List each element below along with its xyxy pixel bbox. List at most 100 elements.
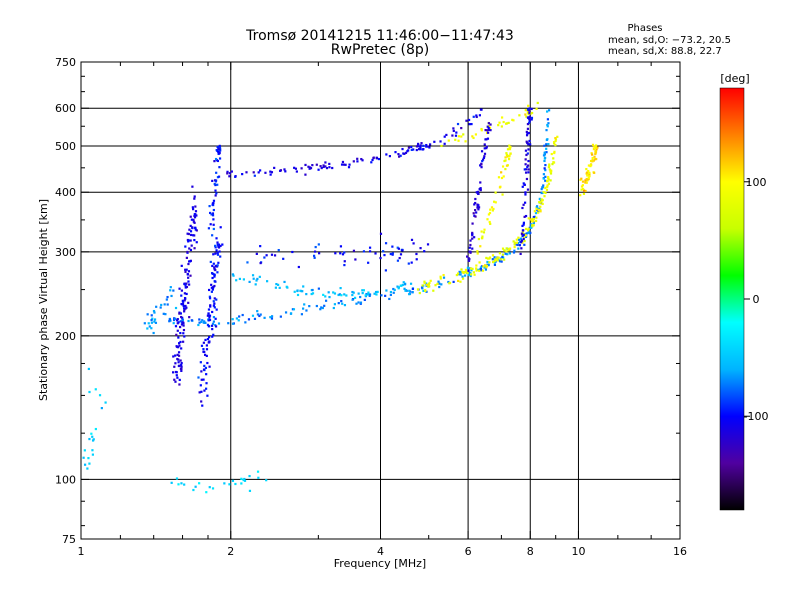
data-point <box>505 247 508 250</box>
data-point <box>408 293 411 296</box>
data-point <box>469 274 472 278</box>
data-point <box>238 277 241 281</box>
data-point <box>504 168 507 171</box>
data-point <box>423 280 426 283</box>
data-point <box>183 335 186 338</box>
data-point <box>214 324 217 327</box>
data-point <box>181 303 185 306</box>
y-axis-label: Stationary phase Virtual Height [km] <box>37 199 50 401</box>
data-point <box>295 170 298 173</box>
data-point <box>207 336 211 339</box>
data-point <box>228 483 231 486</box>
data-point <box>183 483 186 486</box>
data-point <box>434 284 437 287</box>
data-point <box>344 163 347 166</box>
data-point <box>470 273 473 276</box>
data-point <box>471 267 474 270</box>
data-point <box>179 359 182 362</box>
data-point <box>521 185 524 188</box>
data-point <box>543 159 546 163</box>
data-point <box>240 477 243 480</box>
data-point <box>206 337 210 341</box>
data-point <box>442 276 446 279</box>
data-point <box>590 152 593 155</box>
data-point <box>202 341 205 344</box>
data-point <box>283 168 286 171</box>
data-point <box>173 365 176 368</box>
data-point <box>194 210 198 213</box>
data-point <box>592 145 595 148</box>
data-point <box>178 342 181 345</box>
data-point <box>304 173 307 176</box>
data-point <box>394 151 397 154</box>
data-point <box>194 228 197 231</box>
data-point <box>192 488 195 492</box>
data-point <box>242 278 246 281</box>
data-point <box>509 152 512 155</box>
data-point <box>238 315 241 318</box>
data-point <box>293 166 296 169</box>
data-point <box>172 371 175 374</box>
data-point <box>513 243 516 246</box>
data-point <box>528 111 531 115</box>
data-point <box>543 195 546 198</box>
data-point <box>259 313 262 316</box>
data-point <box>418 291 421 295</box>
data-point <box>451 134 454 137</box>
data-point <box>185 306 188 309</box>
data-point <box>541 186 544 189</box>
data-point <box>343 304 347 307</box>
data-point <box>190 218 193 221</box>
data-point <box>257 171 260 174</box>
data-point <box>403 283 407 286</box>
data-point <box>357 292 360 295</box>
data-point <box>208 340 211 343</box>
data-point <box>213 275 216 278</box>
data-point <box>213 160 216 163</box>
data-point <box>352 291 355 294</box>
data-point <box>554 143 557 147</box>
data-point <box>183 282 186 286</box>
data-point <box>177 336 180 339</box>
data-point <box>343 263 346 267</box>
data-point <box>404 289 407 292</box>
data-point <box>407 146 411 149</box>
data-point <box>83 449 86 452</box>
data-point <box>588 171 591 175</box>
data-point <box>361 159 364 162</box>
data-point <box>383 253 386 257</box>
data-point <box>477 208 480 211</box>
data-point <box>515 238 518 241</box>
data-point <box>493 261 496 264</box>
data-point <box>418 148 421 151</box>
data-point <box>208 314 212 317</box>
data-point <box>527 227 530 230</box>
data-point <box>535 206 538 209</box>
data-point <box>503 249 506 252</box>
data-point <box>208 295 211 298</box>
data-point <box>292 308 296 311</box>
data-point <box>159 306 162 309</box>
data-point <box>521 234 524 238</box>
data-point <box>191 206 194 209</box>
data-point <box>478 261 481 264</box>
data-point <box>310 292 313 296</box>
data-point <box>524 109 527 112</box>
data-point <box>153 320 156 323</box>
data-point <box>406 150 409 153</box>
data-point <box>278 286 281 289</box>
data-point <box>180 302 183 306</box>
data-point <box>509 247 512 250</box>
data-point <box>404 151 408 154</box>
data-point <box>204 366 208 370</box>
data-point <box>472 212 475 215</box>
data-point <box>189 274 192 277</box>
data-point <box>481 236 484 240</box>
data-point <box>500 176 504 180</box>
data-point <box>483 147 486 150</box>
data-point <box>586 179 589 182</box>
data-point <box>484 138 487 141</box>
data-point <box>528 139 531 143</box>
data-point <box>556 135 559 138</box>
data-point <box>548 168 551 171</box>
